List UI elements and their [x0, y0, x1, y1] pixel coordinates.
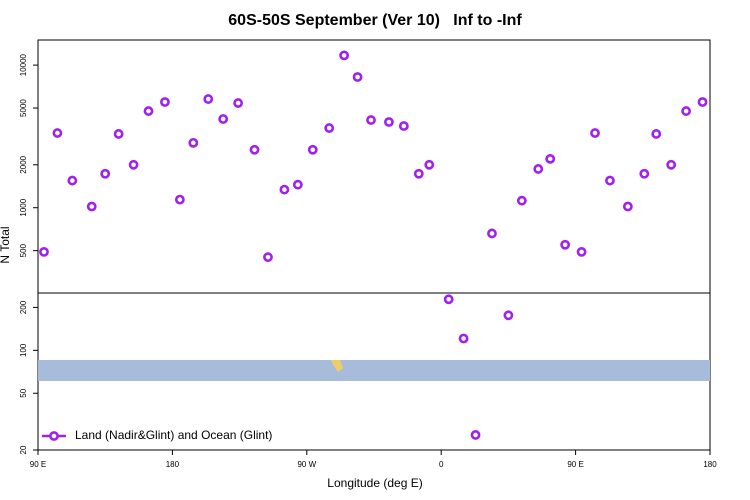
point [487, 228, 497, 239]
point [622, 201, 633, 212]
point [263, 252, 273, 263]
point [100, 168, 111, 179]
point [292, 179, 303, 190]
y-tick-label: 200 [19, 300, 28, 314]
y-tick-label: 20 [19, 445, 28, 454]
point [605, 175, 615, 186]
point [516, 195, 527, 206]
point [218, 114, 229, 124]
point [560, 239, 571, 250]
point [458, 333, 469, 344]
point [545, 153, 556, 164]
point [324, 123, 335, 133]
point [352, 72, 363, 82]
point [413, 168, 424, 179]
y-tick-label: 50 [19, 388, 28, 397]
y-axis-label: N Total [0, 226, 12, 263]
point [398, 121, 409, 131]
point [52, 128, 63, 138]
point [67, 175, 78, 186]
y-tick-label: 1000 [19, 198, 28, 216]
point [128, 159, 139, 170]
point [249, 144, 260, 155]
point [39, 246, 49, 257]
point [533, 164, 544, 174]
x-tick-label: 90 W [297, 460, 316, 469]
point [424, 159, 435, 170]
x-tick-label: 0 [439, 460, 444, 469]
point [307, 144, 318, 155]
point [160, 97, 170, 107]
x-tick-label: 90 E [567, 460, 583, 469]
land-fragment [331, 360, 343, 372]
point [470, 430, 481, 440]
point [697, 97, 708, 107]
point [188, 137, 199, 148]
point [639, 168, 650, 179]
y-tick-label: 500 [19, 243, 28, 257]
point [279, 184, 290, 195]
y-tick-label: 100 [19, 343, 28, 357]
plot-frame [37, 39, 711, 451]
y-tick-label: 10000 [19, 53, 28, 76]
x-tick-label: 180 [703, 460, 717, 469]
point [576, 246, 587, 257]
point [203, 94, 214, 104]
chart-title: 60S-50S September (Ver 10) Inf to -Inf [228, 12, 522, 29]
map-band [38, 360, 710, 381]
point [233, 98, 244, 108]
y-tick-label: 2000 [19, 155, 28, 173]
point [590, 128, 600, 138]
x-axis-label: Longitude (deg E) [327, 476, 422, 490]
point [113, 129, 124, 139]
point [503, 310, 514, 321]
point [366, 115, 376, 125]
point [666, 159, 677, 170]
point [143, 106, 154, 116]
point [384, 117, 394, 127]
point [443, 294, 454, 305]
point [651, 129, 662, 139]
legend-marker [49, 431, 59, 441]
point [681, 106, 692, 116]
point [339, 50, 350, 61]
x-tick-label: 180 [166, 460, 180, 469]
legend-label: Land (Nadir&Glint) and Ocean (Glint) [75, 428, 272, 442]
point [86, 201, 97, 212]
x-tick-label: 90 E [30, 460, 46, 469]
point [174, 194, 185, 205]
y-tick-label: 5000 [19, 99, 28, 117]
